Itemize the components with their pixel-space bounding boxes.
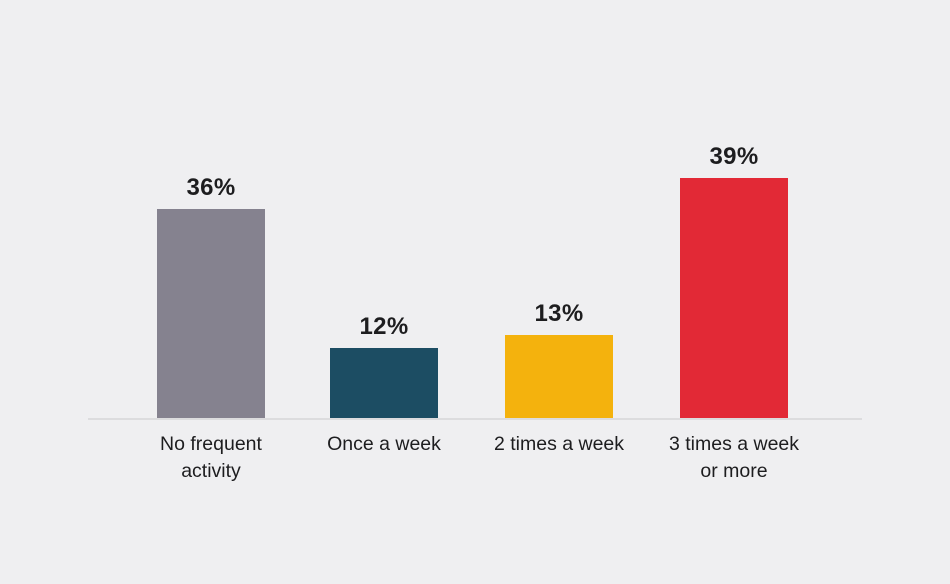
bar-group-3-times-a-week-or-more: 39% 3 times a week or more bbox=[669, 143, 799, 482]
bar-category-label-once-a-week: Once a week bbox=[327, 433, 441, 455]
bar-no-frequent-activity bbox=[157, 209, 265, 418]
bar-3-times-a-week-or-more bbox=[680, 178, 788, 418]
bar-value-label-3-times-a-week-or-more: 39% bbox=[709, 143, 759, 170]
bar-group-once-a-week: 12% Once a week bbox=[327, 313, 441, 455]
bar-category-label-no-frequent-activity: No frequent activity bbox=[160, 433, 262, 482]
bar-category-label-3-times-a-week-or-more: 3 times a week or more bbox=[668, 433, 800, 482]
x-axis-line bbox=[88, 418, 862, 420]
bar-value-label-2-times-a-week: 13% bbox=[534, 300, 584, 327]
bar-group-no-frequent-activity: 36% No frequent activity bbox=[157, 174, 265, 482]
bar-group-2-times-a-week: 13% 2 times a week bbox=[494, 300, 624, 455]
bar-category-label-2-times-a-week: 2 times a week bbox=[493, 433, 625, 455]
bar-2-times-a-week bbox=[505, 335, 613, 418]
bar-once-a-week bbox=[330, 348, 438, 418]
bar-value-label-no-frequent-activity: 36% bbox=[186, 174, 236, 201]
bar-value-label-once-a-week: 12% bbox=[359, 313, 409, 340]
